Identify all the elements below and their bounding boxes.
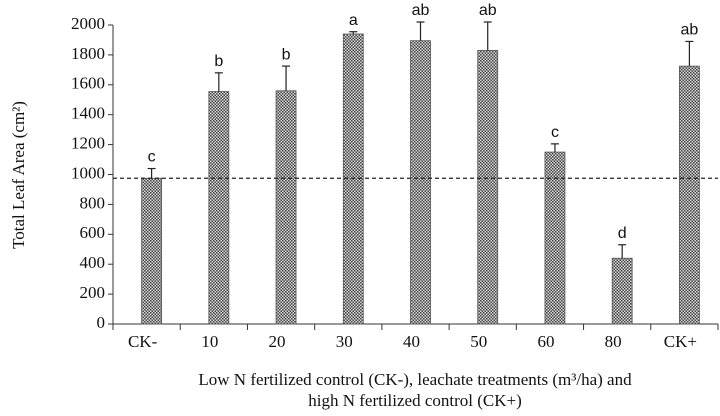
significance-letter: ab [680, 22, 698, 39]
y-tick-label: 1800 [71, 44, 105, 63]
y-axis-label: Total Leaf Area (cm²) [9, 101, 28, 249]
significance-letter: b [214, 53, 223, 70]
significance-letter: b [282, 46, 291, 63]
y-tick-label: 2000 [71, 14, 105, 33]
x-tick-label: 50 [470, 332, 487, 351]
y-tick-label: 1600 [71, 74, 105, 93]
bar [410, 40, 431, 325]
bar [678, 65, 700, 325]
bar [611, 257, 633, 325]
x-axis-label: high N fertilized control (CK+) [308, 391, 522, 410]
x-axis-label: Low N fertilized control (CK-), leachate… [198, 370, 632, 389]
x-tick-label: 30 [336, 332, 353, 351]
bar [141, 177, 163, 325]
significance-letter: ab [479, 2, 497, 19]
x-tick-label: 20 [269, 332, 286, 351]
bar [208, 91, 230, 325]
y-tick-label: 1000 [71, 163, 105, 182]
significance-letter: d [618, 225, 627, 242]
y-tick-label: 200 [80, 283, 106, 302]
significance-letter: ab [412, 2, 430, 19]
x-tick-label: CK+ [664, 332, 697, 351]
significance-letter: c [148, 149, 156, 166]
significance-letter: a [349, 12, 358, 29]
x-tick-label: 80 [605, 332, 622, 351]
y-tick-label: 400 [80, 253, 106, 272]
bar [342, 33, 364, 325]
y-tick-label: 0 [97, 313, 106, 332]
y-tick-label: 800 [80, 193, 106, 212]
x-tick-label: 40 [403, 332, 420, 351]
y-tick-label: 600 [80, 223, 106, 242]
bar [477, 50, 499, 325]
y-tick-label: 1200 [71, 134, 105, 153]
y-tick-label: 1400 [71, 104, 105, 123]
significance-letter: c [551, 124, 559, 141]
x-tick-label: 10 [201, 332, 218, 351]
x-tick-label: CK- [128, 332, 158, 351]
bar [275, 90, 297, 325]
x-tick-label: 60 [537, 332, 554, 351]
